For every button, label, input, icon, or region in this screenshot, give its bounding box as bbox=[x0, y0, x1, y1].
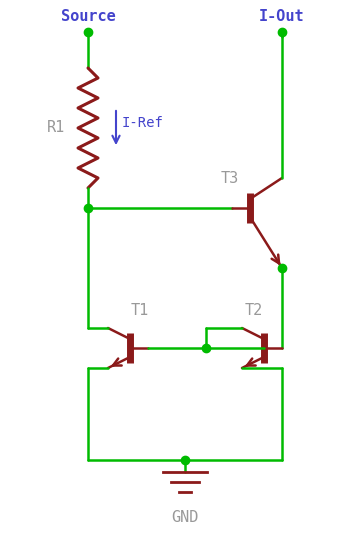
Text: Source: Source bbox=[61, 9, 116, 24]
Text: T3: T3 bbox=[221, 171, 239, 186]
Text: T2: T2 bbox=[245, 303, 263, 318]
Text: I-Ref: I-Ref bbox=[122, 116, 164, 130]
Text: GND: GND bbox=[171, 510, 199, 525]
Text: I-Out: I-Out bbox=[259, 9, 305, 24]
Text: R1: R1 bbox=[47, 120, 65, 136]
Text: T1: T1 bbox=[131, 303, 149, 318]
